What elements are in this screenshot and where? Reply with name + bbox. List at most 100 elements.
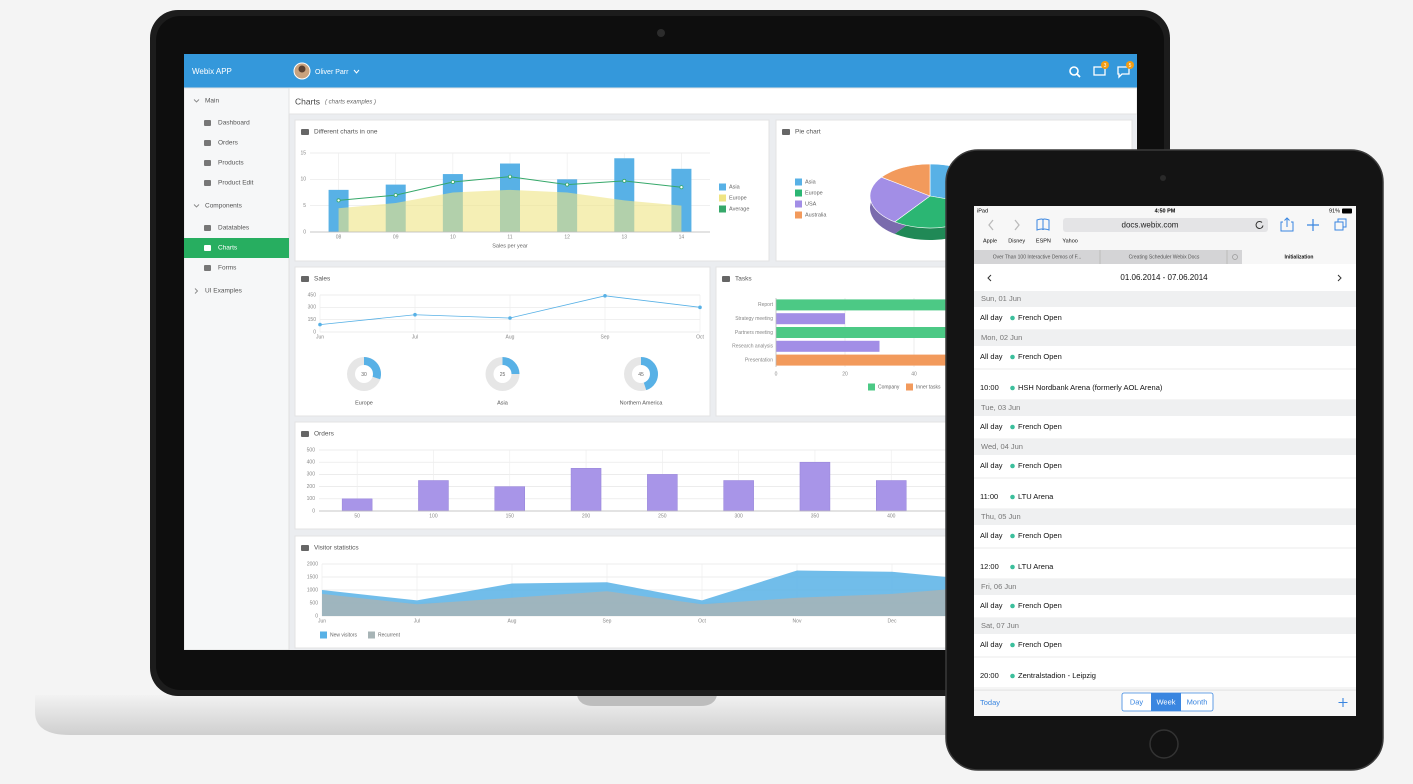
panel-title: Pie chart — [795, 129, 821, 136]
sidebar-item[interactable]: Orders — [218, 140, 239, 147]
day-header — [974, 330, 1356, 346]
event-text[interactable]: French Open — [1018, 601, 1062, 610]
panel-title: Orders — [314, 431, 335, 438]
address-bar[interactable] — [1063, 218, 1268, 232]
day-label: Sun, 01 Jun — [981, 294, 1021, 303]
event-text[interactable]: Zentralstadion - Leipzig — [1018, 671, 1096, 680]
laptop-base — [35, 695, 1185, 735]
y-tick-label: 300 — [308, 305, 317, 311]
browser-tab[interactable]: Over Than 100 Interactive Demos of F... — [993, 254, 1082, 260]
date-range: 01.06.2014 - 07.06.2014 — [1120, 273, 1208, 282]
bookmark[interactable]: Yahoo — [1062, 238, 1078, 244]
x-tick-label: Jun — [316, 334, 324, 340]
x-tick-label: 200 — [582, 513, 591, 519]
item-icon — [204, 245, 211, 251]
browser-tab[interactable]: Initialization — [1285, 254, 1314, 260]
x-tick-label: 0 — [775, 371, 778, 377]
legend-swatch — [795, 189, 802, 197]
bar — [494, 486, 525, 512]
x-tick-label: 150 — [506, 513, 515, 519]
event-text[interactable]: LTU Arena — [1018, 492, 1054, 501]
user-menu-caret[interactable] — [353, 69, 360, 74]
prev-week[interactable] — [987, 274, 992, 282]
pie-slice — [869, 176, 931, 223]
add-event[interactable] — [1338, 698, 1348, 707]
event-dot — [1010, 315, 1015, 321]
share-button[interactable] — [1280, 217, 1294, 232]
event-text[interactable]: French Open — [1018, 461, 1062, 470]
home-button[interactable] — [1149, 729, 1179, 759]
panel-title: Visitor statistics — [314, 545, 359, 552]
bar — [776, 299, 983, 311]
x-tick-label: 100 — [429, 513, 438, 519]
view-option[interactable]: Day — [1130, 697, 1144, 706]
view-option[interactable]: Month — [1187, 697, 1208, 706]
bar — [647, 474, 678, 512]
donut-hole — [632, 365, 650, 383]
mail-icon[interactable] — [1093, 66, 1106, 76]
x-tick-label: 250 — [658, 513, 667, 519]
event-text[interactable]: French Open — [1018, 422, 1062, 431]
view-option[interactable]: Week — [1156, 697, 1175, 706]
legend-label: New visitors — [330, 632, 357, 638]
sidebar-item[interactable]: Product Edit — [218, 180, 254, 187]
sidebar-item[interactable]: Datatables — [218, 225, 250, 232]
item-icon — [204, 265, 211, 271]
bookmark[interactable]: Disney — [1008, 238, 1025, 244]
x-tick-label: Sep — [601, 334, 610, 340]
sidebar-item[interactable]: Dashboard — [218, 120, 250, 127]
group-chevron — [193, 204, 200, 208]
reload-button[interactable] — [1255, 220, 1264, 229]
y-tick-label: 150 — [308, 317, 317, 323]
close-tab[interactable] — [1232, 254, 1238, 260]
event-text[interactable]: French Open — [1018, 352, 1062, 361]
panel — [294, 266, 711, 417]
search-icon[interactable] — [1069, 66, 1079, 76]
badge — [1126, 61, 1134, 69]
panel-icon — [722, 276, 730, 282]
bookmark[interactable]: Apple — [983, 238, 997, 244]
y-tick-label: 0 — [315, 613, 318, 619]
event-text[interactable]: French Open — [1018, 531, 1062, 540]
event-text[interactable]: French Open — [1018, 313, 1062, 322]
y-tick-label: Strategy meeting — [735, 316, 773, 322]
legend-swatch — [719, 194, 726, 202]
item-icon — [204, 140, 211, 146]
y-tick-label: 5 — [303, 203, 306, 209]
bookmarks-button[interactable] — [1036, 218, 1050, 231]
page-title-bar — [288, 87, 1137, 115]
event-dot — [1010, 642, 1015, 648]
area — [338, 189, 682, 232]
new-tab-button[interactable] — [1307, 219, 1319, 231]
sidebar-item[interactable]: Charts — [218, 245, 238, 252]
event-text[interactable]: HSH Nordbank Arena (formerly AOL Arena) — [1018, 383, 1163, 392]
legend-label: Asia — [729, 184, 741, 190]
event-dot — [1010, 533, 1015, 539]
sidebar-group[interactable]: UI Examples — [205, 288, 243, 295]
legend-label: Average — [729, 206, 749, 212]
bookmark[interactable]: ESPN — [1036, 238, 1051, 244]
next-week[interactable] — [1337, 274, 1342, 282]
sidebar-item[interactable]: Forms — [218, 265, 237, 272]
sidebar-group[interactable]: Components — [205, 203, 243, 210]
laptop-notch — [577, 695, 717, 706]
bar — [876, 480, 907, 512]
x-tick-label: 11 — [507, 234, 512, 240]
point — [622, 178, 627, 183]
event-text[interactable]: LTU Arena — [1018, 562, 1054, 571]
tabs-button[interactable] — [1334, 218, 1347, 231]
sidebar-item[interactable]: Products — [218, 160, 244, 167]
day-label: Sat, 07 Jun — [981, 621, 1019, 630]
y-tick-label: 400 — [307, 460, 316, 466]
forward-button[interactable] — [1014, 219, 1020, 231]
browser-tab[interactable]: Creating Scheduler Webix Docs — [1129, 254, 1200, 260]
back-button[interactable] — [988, 219, 994, 231]
event-text[interactable]: French Open — [1018, 640, 1062, 649]
sidebar-group[interactable]: Main — [205, 98, 219, 105]
donut-value: 25 — [500, 372, 506, 378]
today-button[interactable]: Today — [980, 698, 1000, 707]
legend-swatch — [906, 383, 913, 391]
panel-icon — [301, 276, 309, 282]
y-tick-label: Partners meeting — [735, 330, 773, 336]
